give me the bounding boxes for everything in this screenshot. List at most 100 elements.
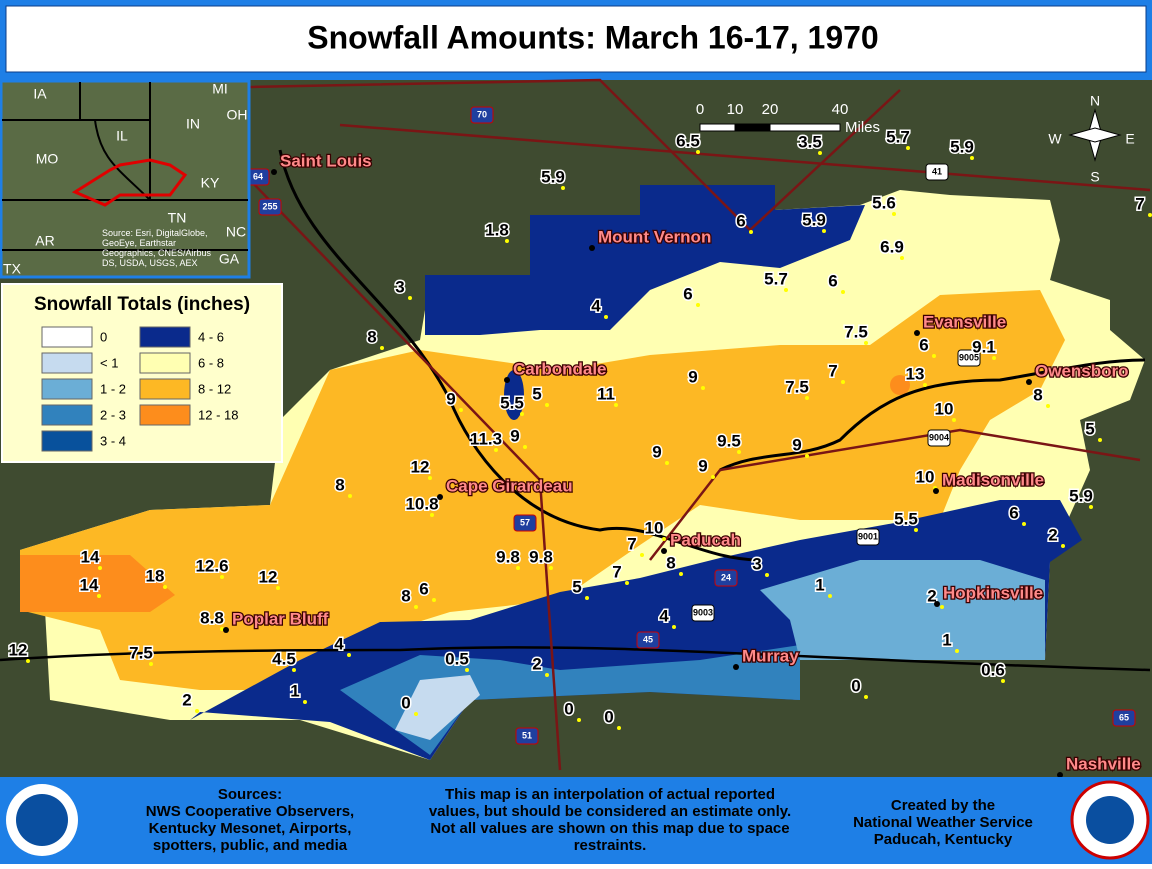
- station-dot: [805, 454, 809, 458]
- zone-1-2: [760, 560, 1045, 660]
- snowfall-value: 6: [736, 211, 745, 230]
- snowfall-value: 7.5: [844, 322, 868, 341]
- city-dot: [223, 627, 229, 633]
- zone-2-3: [340, 645, 800, 755]
- snowfall-value: 10: [645, 518, 664, 537]
- city-dot: [733, 664, 739, 670]
- state-label: AR: [35, 233, 54, 249]
- station-dot: [662, 537, 666, 541]
- station-dot: [914, 528, 918, 532]
- footer-band: [0, 777, 1152, 864]
- station-dot: [841, 290, 845, 294]
- station-dot: [828, 594, 832, 598]
- snowfall-value: 10: [935, 399, 954, 418]
- snowfall-value: 0.6: [981, 660, 1005, 679]
- highway-shield: [636, 631, 660, 649]
- highway-number: 9001: [858, 531, 878, 541]
- snowfall-value: 7.5: [785, 377, 809, 396]
- station-dot: [163, 585, 167, 589]
- inset-credit: Source: Esri, DigitalGlobe,: [102, 228, 208, 238]
- station-dot: [276, 586, 280, 590]
- station-dot: [679, 572, 683, 576]
- legend-swatch: [139, 326, 191, 348]
- station-dot: [1098, 438, 1102, 442]
- snowfall-value: 10.8: [405, 494, 438, 513]
- header-box: [5, 5, 1147, 73]
- footer-line: NWS Cooperative Observers,: [146, 803, 354, 820]
- footer-line: This map is an interpolation of actual r…: [445, 786, 775, 803]
- compass-w: W: [1048, 131, 1062, 147]
- inset-map: [0, 79, 251, 279]
- snowfall-value: 4: [659, 606, 669, 625]
- state-label: MO: [36, 151, 59, 167]
- snowfall-value: 3.5: [798, 132, 822, 151]
- snowfall-value: 11: [597, 384, 615, 403]
- noaa-logo: [16, 794, 68, 846]
- station-dot: [428, 476, 432, 480]
- snowfall-value: 9: [688, 367, 697, 386]
- inset-credit: DS, USDA, USGS, AEX: [102, 258, 198, 268]
- city-label: Saint Louis: [280, 151, 372, 170]
- snowfall-value: 0: [564, 699, 573, 718]
- highway-shield: [515, 727, 539, 745]
- station-dot: [303, 700, 307, 704]
- station-dot: [1022, 522, 1026, 526]
- footer-line: Created by the: [891, 797, 995, 814]
- snowfall-value: 7: [828, 361, 837, 380]
- highway-shield: [1112, 709, 1136, 727]
- scale-tick: 40: [832, 101, 849, 118]
- city-dot: [914, 330, 920, 336]
- station-dot: [864, 341, 868, 345]
- snowfall-value: 2: [532, 654, 541, 673]
- station-dot: [380, 346, 384, 350]
- station-dot: [98, 566, 102, 570]
- zone-12-18: [20, 555, 175, 612]
- snowfall-value: 10: [916, 467, 935, 486]
- scale-tick: 10: [727, 101, 744, 118]
- station-dot: [545, 403, 549, 407]
- snowfall-value: 5: [572, 577, 581, 596]
- city-dot: [589, 245, 595, 251]
- station-dot: [585, 596, 589, 600]
- highway-shield: [927, 429, 951, 447]
- highway-shield: [258, 198, 282, 216]
- state-border: [719, 358, 1146, 472]
- footer-line: National Weather Service: [853, 814, 1033, 831]
- snowfall-value: 6: [919, 335, 928, 354]
- legend-swatch: [41, 378, 93, 400]
- state-label: TN: [168, 210, 187, 226]
- station-dot: [640, 553, 644, 557]
- city-dot: [934, 601, 940, 607]
- station-dot: [784, 288, 788, 292]
- station-dot: [494, 448, 498, 452]
- highway-number: 9004: [929, 432, 949, 442]
- snowfall-value: 7: [627, 534, 636, 553]
- snowfall-value: 14: [81, 547, 100, 566]
- station-dot: [561, 186, 565, 190]
- observations: 6.5 3.5 5.75.975.91.8 6 5.95.66.93 65.7 648 7.5…: [7, 126, 1152, 730]
- snowfall-value: 8: [1033, 385, 1042, 404]
- snowfall-value: 13: [906, 364, 925, 383]
- snowfall-value: 5.7: [886, 127, 910, 146]
- city-label: Cape Girardeau: [446, 476, 573, 495]
- snowfall-value: 5.9: [541, 167, 565, 186]
- snowfall-value: 9.5: [717, 431, 741, 450]
- city-dot: [1057, 772, 1063, 778]
- snowfall-value: 9: [446, 389, 455, 408]
- legend-swatch: [139, 378, 191, 400]
- station-dot: [523, 445, 527, 449]
- inset-area: [71, 158, 188, 207]
- scale-segment: [734, 123, 771, 132]
- footer-line: values, but should be considered an esti…: [429, 803, 791, 820]
- highway-number: 57: [520, 517, 530, 527]
- station-dot: [696, 150, 700, 154]
- legend-label: 1 - 2: [100, 381, 126, 396]
- station-dot: [408, 296, 412, 300]
- scale-segment: [699, 123, 736, 132]
- station-dot: [822, 229, 826, 233]
- snowfall-value: 8.8: [200, 608, 224, 627]
- station-dot: [765, 573, 769, 577]
- snowfall-value: 18: [146, 566, 165, 585]
- snowfall-value: 0: [604, 707, 613, 726]
